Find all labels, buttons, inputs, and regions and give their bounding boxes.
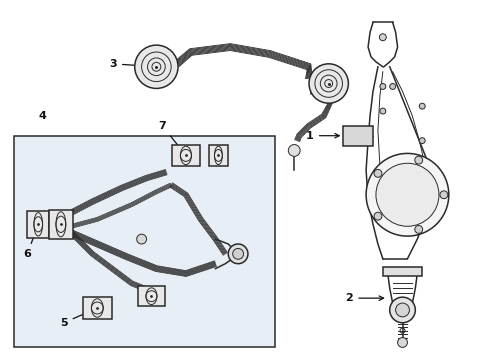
Text: 6: 6 <box>24 228 37 259</box>
Circle shape <box>374 212 382 220</box>
Text: 7: 7 <box>158 121 183 152</box>
Circle shape <box>419 103 425 109</box>
Circle shape <box>380 108 386 114</box>
Circle shape <box>228 244 248 264</box>
Bar <box>343 126 373 145</box>
Bar <box>49 210 73 239</box>
Circle shape <box>379 34 386 41</box>
Circle shape <box>135 45 178 89</box>
Circle shape <box>395 303 410 317</box>
Circle shape <box>415 156 423 164</box>
Bar <box>27 211 49 238</box>
Circle shape <box>137 234 147 244</box>
Text: 3: 3 <box>109 59 152 69</box>
Circle shape <box>366 153 449 236</box>
Bar <box>172 145 200 166</box>
Circle shape <box>376 163 439 226</box>
Text: 4: 4 <box>38 111 46 121</box>
Circle shape <box>397 338 408 347</box>
Circle shape <box>390 84 395 89</box>
Text: 5: 5 <box>60 310 94 328</box>
Text: 1: 1 <box>306 131 339 141</box>
Circle shape <box>374 170 382 177</box>
Circle shape <box>419 138 425 144</box>
Bar <box>14 136 274 347</box>
Circle shape <box>288 145 300 156</box>
Circle shape <box>440 191 448 199</box>
Circle shape <box>415 225 423 233</box>
Circle shape <box>380 84 386 89</box>
Circle shape <box>390 297 416 323</box>
Circle shape <box>233 248 244 259</box>
Text: 2: 2 <box>345 293 384 303</box>
Bar <box>138 286 165 306</box>
Circle shape <box>309 64 348 103</box>
Bar <box>209 145 228 166</box>
Bar <box>383 267 422 276</box>
Bar <box>82 297 112 319</box>
